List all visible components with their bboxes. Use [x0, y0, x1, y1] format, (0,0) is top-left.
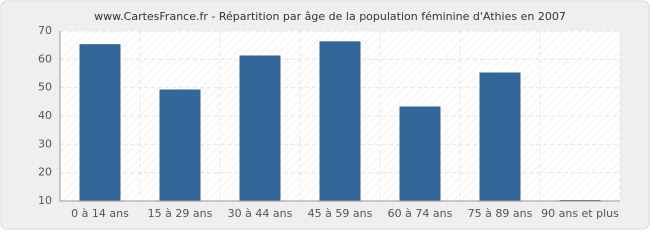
x-tick-label: 0 à 14 ans: [71, 207, 129, 220]
y-tick-label: 70: [38, 24, 52, 37]
bar: [79, 44, 121, 202]
x-tick-label: 15 à 29 ans: [148, 207, 213, 220]
y-tick-label: 60: [38, 52, 52, 65]
y-tick-label: 50: [38, 81, 52, 94]
bar: [159, 89, 201, 202]
chart-title: www.CartesFrance.fr - Répartition par âg…: [94, 10, 566, 23]
bar: [479, 72, 521, 202]
bar: [239, 55, 281, 202]
y-tick-label: 30: [38, 137, 52, 150]
y-tick-label: 20: [38, 166, 52, 179]
x-tick-label: 60 à 74 ans: [388, 207, 453, 220]
y-tick-label: 10: [38, 194, 52, 207]
x-tick-label: 75 à 89 ans: [468, 207, 533, 220]
y-tick-label: 40: [38, 109, 52, 122]
x-tick-label: 90 ans et plus: [541, 207, 619, 220]
bar: [319, 41, 361, 202]
x-tick-label: 45 à 59 ans: [308, 207, 373, 220]
chart: www.CartesFrance.fr - Répartition par âg…: [0, 0, 650, 230]
bar: [399, 106, 441, 202]
x-tick-label: 30 à 44 ans: [228, 207, 293, 220]
